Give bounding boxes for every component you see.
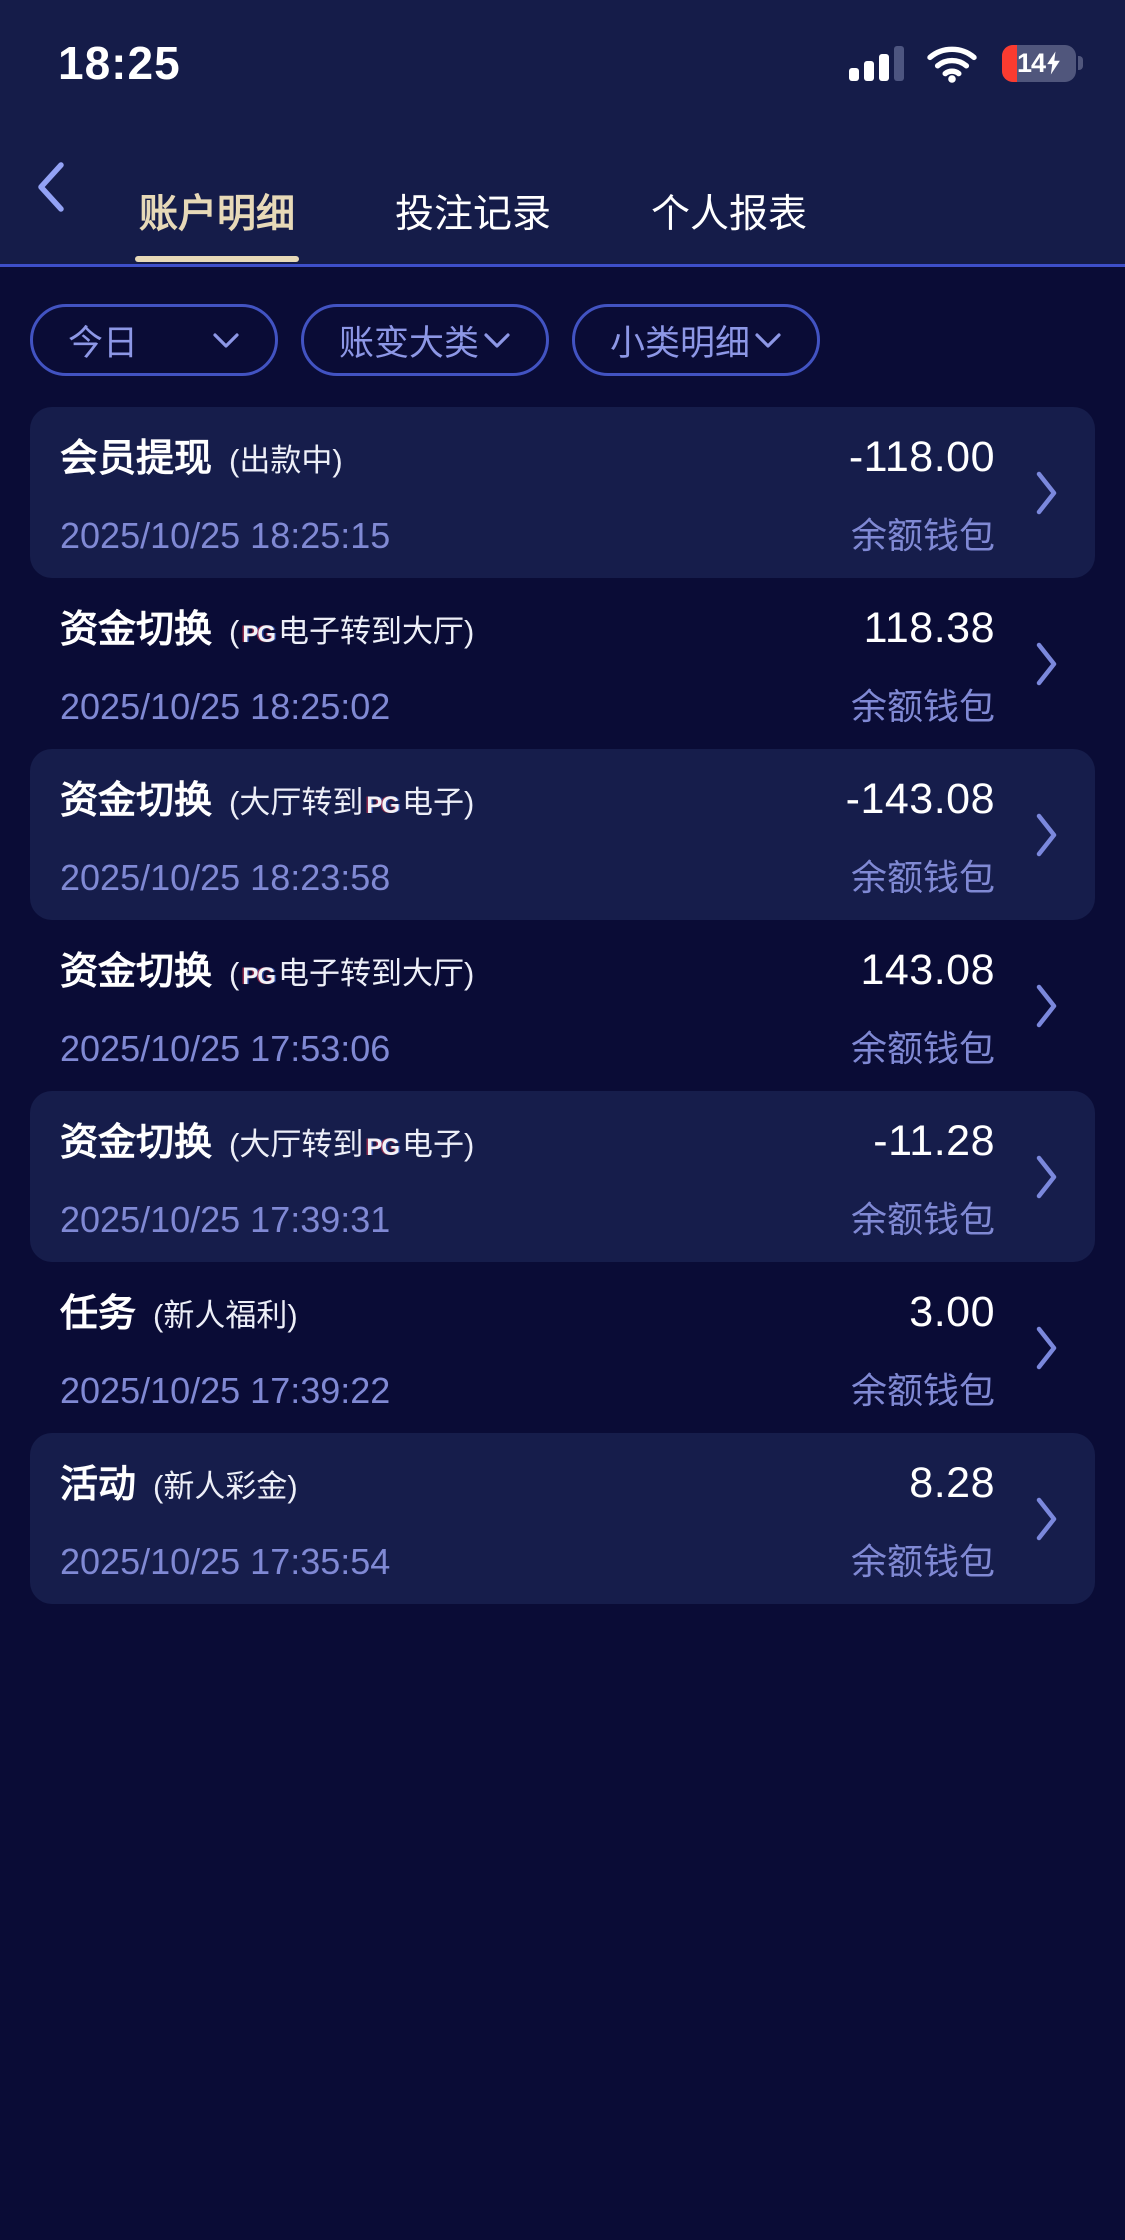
transaction-note: (新人彩金)	[153, 1461, 298, 1506]
transaction-note: (出款中)	[229, 435, 343, 480]
transaction-amount: 3.00	[909, 1287, 995, 1336]
chevron-right-icon	[1036, 1326, 1057, 1369]
filter-bar: 今日 账变大类 小类明细	[0, 267, 1125, 376]
note-text: 电子转到大厅)	[278, 955, 475, 991]
transaction-datetime: 2025/10/25 17:39:31	[60, 1198, 391, 1240]
transaction-amount: -143.08	[845, 774, 995, 823]
filter-category-dropdown[interactable]: 账变大类	[301, 304, 549, 376]
wallet-label: 余额钱包	[850, 685, 995, 727]
battery-charge-fill	[1002, 44, 1017, 82]
transaction-row[interactable]: 资金切换 (PG电子转到大厅) 118.38 2025/10/25 18:25:…	[30, 578, 1095, 749]
pg-logo-icon: PG	[366, 791, 400, 819]
transaction-datetime: 2025/10/25 18:25:15	[60, 514, 391, 556]
status-icons: 14	[849, 43, 1083, 83]
transaction-title: 资金切换	[60, 779, 213, 822]
transaction-row[interactable]: 会员提现 (出款中) -118.00 2025/10/25 18:25:15 余…	[30, 407, 1095, 578]
transaction-title: 资金切换	[60, 1121, 213, 1164]
transaction-note: (新人福利)	[153, 1290, 298, 1335]
transaction-datetime: 2025/10/25 17:39:22	[60, 1369, 391, 1411]
note-text: (大厅转到	[229, 784, 364, 820]
transaction-amount: -118.00	[848, 432, 995, 481]
header: 18:25 14	[0, 0, 1125, 267]
transaction-row[interactable]: 任务 (新人福利) 3.00 2025/10/25 17:39:22 余额钱包	[30, 1262, 1095, 1433]
transaction-note: (大厅转到 PG电子)	[229, 777, 474, 822]
note-text: 电子)	[402, 1126, 475, 1162]
back-button[interactable]	[30, 156, 70, 221]
transaction-row[interactable]: 活动 (新人彩金) 8.28 2025/10/25 17:35:54 余额钱包	[30, 1433, 1095, 1604]
transaction-amount: 118.38	[863, 603, 995, 652]
transaction-title: 资金切换	[60, 950, 213, 993]
transaction-amount: 8.28	[909, 1458, 995, 1507]
transaction-note: (大厅转到 PG电子)	[229, 1119, 474, 1164]
chevron-down-icon	[213, 332, 239, 348]
transaction-list: 会员提现 (出款中) -118.00 2025/10/25 18:25:15 余…	[0, 407, 1125, 1604]
transaction-title: 会员提现	[60, 437, 213, 480]
transaction-title: 任务	[60, 1292, 137, 1335]
wifi-icon	[927, 46, 977, 83]
transaction-amount: 143.08	[860, 945, 995, 994]
transaction-amount: -11.28	[873, 1116, 995, 1165]
wallet-label: 余额钱包	[850, 514, 995, 556]
chevron-right-icon	[1036, 1155, 1057, 1198]
transaction-row[interactable]: 资金切换 (PG电子转到大厅) 143.08 2025/10/25 17:53:…	[30, 920, 1095, 1091]
chevron-down-icon	[484, 332, 510, 348]
pg-logo-icon: PG	[242, 962, 276, 990]
note-text: (	[229, 613, 240, 649]
transaction-datetime: 2025/10/25 18:25:02	[60, 685, 391, 727]
note-text: (新人福利)	[153, 1297, 298, 1333]
transaction-row[interactable]: 资金切换 (大厅转到 PG电子) -11.28 2025/10/25 17:39:…	[30, 1091, 1095, 1262]
filter-category-label: 账变大类	[339, 323, 480, 363]
cellular-signal-icon	[849, 45, 904, 81]
chevron-right-icon	[1036, 471, 1057, 514]
wallet-label: 余额钱包	[850, 856, 995, 898]
transaction-datetime: 2025/10/25 18:23:58	[60, 856, 391, 898]
chevron-right-icon	[1036, 984, 1057, 1027]
filter-date-dropdown[interactable]: 今日	[30, 304, 278, 376]
tab-personal-report[interactable]: 个人报表	[645, 112, 813, 264]
wallet-label: 余额钱包	[850, 1027, 995, 1069]
wallet-label: 余额钱包	[850, 1540, 995, 1582]
pg-logo-icon: PG	[366, 1133, 400, 1161]
chevron-right-icon	[1036, 642, 1057, 685]
note-text: (大厅转到	[229, 1126, 364, 1162]
status-time: 18:25	[58, 37, 181, 89]
battery-icon: 14	[1002, 44, 1083, 82]
transaction-row[interactable]: 资金切换 (大厅转到 PG电子) -143.08 2025/10/25 18:23…	[30, 749, 1095, 920]
wallet-label: 余额钱包	[850, 1198, 995, 1240]
pg-logo-icon: PG	[242, 620, 276, 648]
transaction-title: 资金切换	[60, 608, 213, 651]
status-bar: 18:25 14	[0, 0, 1125, 112]
transaction-datetime: 2025/10/25 17:35:54	[60, 1540, 391, 1582]
tab-bar: 账户明细 投注记录 个人报表	[0, 112, 1125, 267]
transaction-note: (PG电子转到大厅)	[229, 606, 474, 651]
filter-subcategory-label: 小类明细	[610, 323, 751, 363]
battery-percent: 14	[1016, 47, 1046, 78]
transaction-title: 活动	[60, 1463, 137, 1506]
tab-bet-records[interactable]: 投注记录	[389, 112, 557, 264]
note-text: (	[229, 955, 240, 991]
chevron-left-icon	[38, 162, 64, 212]
filter-subcategory-dropdown[interactable]: 小类明细	[572, 304, 820, 376]
transaction-datetime: 2025/10/25 17:53:06	[60, 1027, 391, 1069]
note-text: (新人彩金)	[153, 1468, 298, 1504]
chevron-right-icon	[1036, 1497, 1057, 1540]
filter-date-label: 今日	[68, 323, 139, 363]
note-text: (出款中)	[229, 442, 343, 478]
charging-bolt-icon	[1047, 51, 1060, 75]
wallet-label: 余额钱包	[850, 1369, 995, 1411]
tab-account-details[interactable]: 账户明细	[133, 112, 301, 264]
transaction-note: (PG电子转到大厅)	[229, 948, 474, 993]
note-text: 电子)	[402, 784, 475, 820]
chevron-down-icon	[755, 332, 781, 348]
note-text: 电子转到大厅)	[278, 613, 475, 649]
chevron-right-icon	[1036, 813, 1057, 856]
